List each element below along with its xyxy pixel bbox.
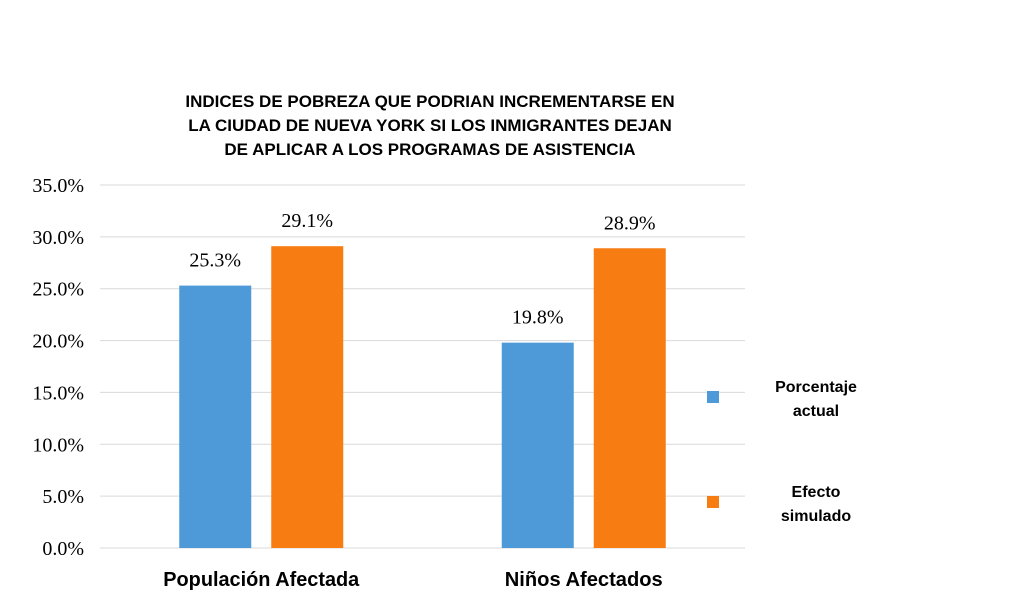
y-tick-label: 25.0% bbox=[32, 279, 84, 301]
y-tick-label: 35.0% bbox=[32, 175, 84, 197]
category-label: Populación Afectada bbox=[163, 569, 360, 591]
data-label: 25.3% bbox=[189, 250, 241, 272]
legend-label: actual bbox=[793, 403, 839, 420]
data-label: 19.8% bbox=[512, 307, 564, 329]
category-label: Niños Afectados bbox=[505, 569, 663, 591]
legend-swatch bbox=[707, 391, 719, 403]
y-tick-label: 10.0% bbox=[32, 434, 84, 456]
y-tick-label: 20.0% bbox=[32, 331, 84, 353]
y-tick-label: 30.0% bbox=[32, 227, 84, 249]
bar bbox=[593, 248, 666, 548]
data-label: 28.9% bbox=[604, 212, 656, 234]
data-label: 29.1% bbox=[281, 210, 333, 232]
bar bbox=[179, 285, 252, 548]
bar bbox=[271, 246, 344, 549]
legend-swatch bbox=[707, 496, 719, 508]
y-tick-label: 15.0% bbox=[32, 382, 84, 404]
legend-label: Efecto bbox=[792, 484, 841, 501]
legend-label: simulado bbox=[781, 508, 851, 525]
legend-label: Porcentaje bbox=[775, 379, 857, 396]
y-tick-label: 5.0% bbox=[42, 486, 84, 508]
chart-title: INDICES DE POBREZA QUE PODRIAN INCREMENT… bbox=[185, 92, 675, 159]
y-tick-label: 0.0% bbox=[42, 538, 84, 560]
bar bbox=[501, 342, 574, 548]
